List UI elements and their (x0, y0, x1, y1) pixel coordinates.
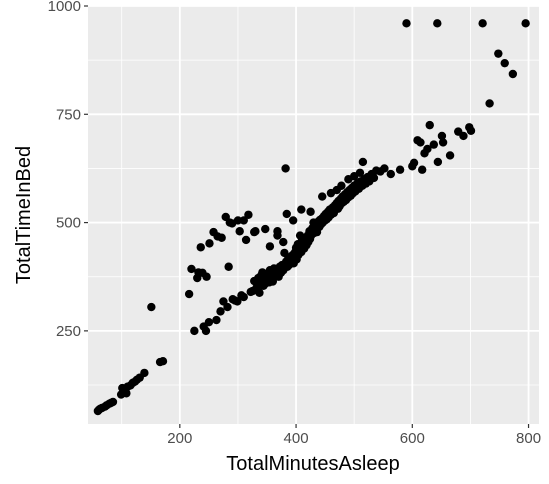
data-point (235, 227, 244, 236)
y-axis-title: TotalTimeInBed (13, 146, 35, 284)
data-point (187, 264, 196, 274)
data-point (445, 151, 455, 160)
data-point (478, 19, 487, 28)
data-point (223, 302, 232, 312)
data-point (380, 164, 389, 173)
data-point (337, 181, 346, 190)
data-point (312, 224, 321, 234)
data-point (402, 19, 411, 28)
x-tick-label: 400 (284, 430, 309, 447)
data-point (297, 205, 306, 214)
data-point (425, 120, 434, 130)
data-point (280, 248, 289, 258)
data-point (241, 235, 251, 245)
y-tick-label: 500 (56, 215, 81, 232)
data-point (485, 99, 494, 108)
data-point (288, 216, 298, 225)
y-axis: 250 500 750 1000 (48, 0, 88, 340)
data-point (196, 243, 205, 252)
data-point (459, 131, 468, 141)
x-tick-label: 200 (167, 430, 192, 447)
y-tick-label: 250 (56, 323, 81, 340)
data-point (250, 227, 259, 237)
data-point (279, 237, 288, 247)
data-point (355, 168, 365, 177)
data-point (438, 138, 448, 147)
data-point (205, 239, 214, 248)
y-tick-label: 1000 (48, 0, 81, 15)
data-point (429, 140, 439, 149)
data-point (239, 216, 248, 225)
x-axis: 200 400 600 800 (167, 424, 541, 447)
data-point (233, 216, 243, 225)
data-point (358, 157, 368, 167)
data-point (416, 138, 425, 147)
data-point (265, 242, 275, 251)
data-point (306, 207, 315, 216)
data-point (224, 262, 233, 271)
data-point (244, 210, 253, 219)
data-point (255, 288, 264, 297)
data-point (217, 233, 226, 242)
data-point (423, 144, 432, 154)
data-point (273, 231, 282, 240)
data-point (216, 307, 225, 316)
data-point (184, 289, 194, 299)
data-point (417, 165, 427, 174)
data-point (140, 368, 149, 378)
data-point (201, 326, 211, 336)
x-axis-title: TotalMinutesAsleep (226, 453, 399, 475)
data-point (433, 19, 442, 28)
data-point (437, 131, 447, 141)
data-point (204, 318, 214, 327)
data-point (281, 164, 290, 173)
data-point (369, 173, 379, 183)
data-point (158, 356, 168, 366)
data-point (212, 315, 221, 325)
data-point (202, 272, 211, 281)
data-point (190, 326, 199, 336)
points (93, 19, 530, 416)
data-point (466, 126, 476, 135)
y-tick-label: 750 (56, 106, 81, 123)
data-point (108, 397, 118, 407)
data-point (318, 192, 327, 201)
x-tick-label: 600 (400, 430, 425, 447)
data-point (147, 302, 156, 312)
data-point (508, 69, 518, 79)
data-point (494, 49, 503, 58)
data-point (395, 165, 405, 174)
data-point (433, 157, 443, 167)
data-point (239, 292, 248, 302)
data-point (261, 224, 270, 234)
plot-panel (88, 6, 539, 424)
x-tick-label: 800 (516, 430, 541, 447)
data-point (386, 169, 395, 179)
data-point (282, 209, 291, 219)
data-point (521, 19, 530, 28)
data-point (233, 297, 242, 306)
data-point (409, 158, 419, 167)
data-point (500, 58, 509, 68)
data-point (122, 389, 131, 398)
